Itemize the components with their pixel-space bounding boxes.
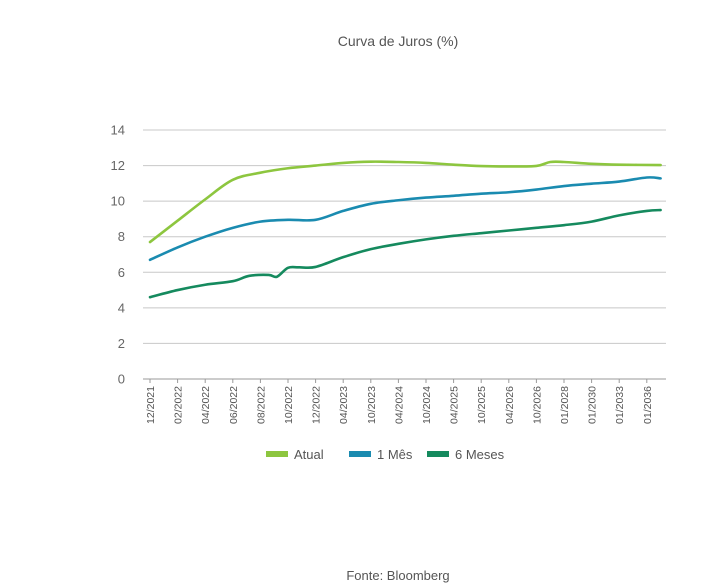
source-note: Fonte: Bloomberg xyxy=(346,568,449,583)
x-tick-label: 06/2022 xyxy=(228,386,240,424)
y-tick-label: 12 xyxy=(111,158,125,173)
x-tick-label: 12/2022 xyxy=(311,386,323,424)
x-tick-label: 04/2023 xyxy=(338,386,350,424)
legend-swatch xyxy=(266,451,288,457)
y-tick-label: 6 xyxy=(118,265,125,280)
y-tick-label: 14 xyxy=(111,123,125,138)
y-tick-label: 10 xyxy=(111,194,125,209)
x-tick-label: 04/2024 xyxy=(393,386,405,424)
series-line-2 xyxy=(148,176,662,262)
y-axis-tick-labels: 0 2 4 6 8 10 12 14 xyxy=(111,123,125,387)
x-tick-label: 10/2026 xyxy=(531,386,543,424)
x-tick-label: 02/2022 xyxy=(173,386,185,424)
x-tick-label: 04/2022 xyxy=(200,386,212,424)
x-tick-label: 10/2024 xyxy=(421,386,433,424)
x-tick-label: 01/2036 xyxy=(642,386,654,424)
legend-label: Atual xyxy=(294,447,324,462)
x-tick-label: 10/2025 xyxy=(476,386,488,424)
series-line-1 xyxy=(148,160,662,244)
gridlines xyxy=(143,129,666,383)
y-tick-label: 8 xyxy=(118,229,125,244)
chart-title: Curva de Juros (%) xyxy=(338,33,459,49)
y-tick-label: 4 xyxy=(118,300,125,315)
x-tick-label: 01/2033 xyxy=(614,386,626,424)
x-tick-label: 10/2022 xyxy=(283,386,295,424)
legend-swatch xyxy=(349,451,371,457)
series-lines xyxy=(148,160,662,299)
x-tick-label: 12/2021 xyxy=(145,386,157,424)
legend-label: 6 Meses xyxy=(455,447,505,462)
x-tick-label: 04/2025 xyxy=(449,386,461,424)
x-axis-tick-labels: 12/2021 02/2022 04/2022 06/2022 08/2022 10/20… xyxy=(145,386,654,424)
legend-swatch xyxy=(427,451,449,457)
x-tick-label: 04/2026 xyxy=(504,386,516,424)
x-tick-label: 08/2022 xyxy=(255,386,267,424)
x-tick-label: 01/2030 xyxy=(587,386,599,424)
y-tick-label: 2 xyxy=(118,336,125,351)
y-tick-label: 0 xyxy=(118,372,125,387)
x-tick-label: 01/2028 xyxy=(559,386,571,424)
series-line-3 xyxy=(148,208,662,299)
x-tick-label: 10/2023 xyxy=(366,386,378,424)
legend-label: 1 Mês xyxy=(377,447,413,462)
legend: Atual 1 Mês 6 Meses xyxy=(266,447,505,462)
